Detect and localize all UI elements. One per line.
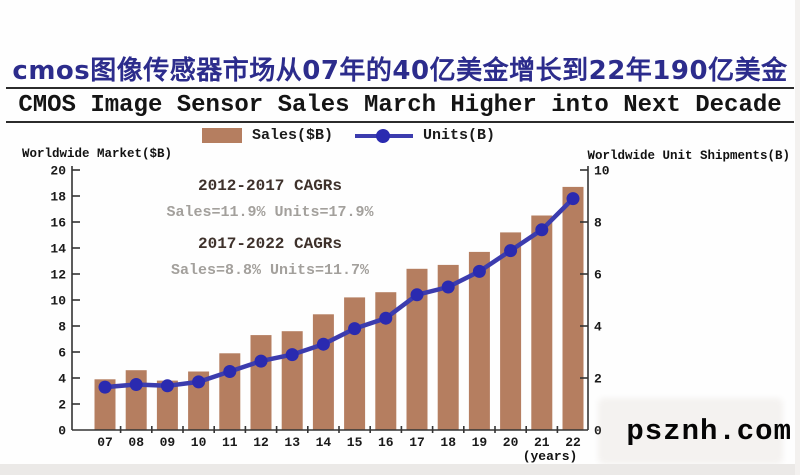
units-point-16 (379, 311, 393, 325)
x-category-label: 22 (565, 435, 581, 450)
units-point-11 (223, 365, 237, 378)
left-tick-label: 18 (50, 190, 66, 205)
x-category-label: 12 (253, 435, 269, 450)
left-tick-label: 14 (50, 242, 66, 257)
units-point-07 (98, 380, 112, 394)
units-legend-label: Units(B) (423, 127, 496, 144)
left-tick-label: 10 (50, 294, 66, 309)
left-tick-label: 20 (50, 164, 66, 179)
right-tick-label: 2 (594, 372, 602, 387)
units-legend-marker (355, 128, 414, 144)
x-category-label: 18 (440, 435, 456, 450)
cagr-2012-2017-values: Sales=11.9% Units=17.9% (166, 204, 374, 221)
sales-bar-16 (375, 292, 397, 430)
units-point-10 (192, 375, 206, 389)
x-category-label: 11 (222, 435, 238, 450)
sales-bar-13 (281, 331, 303, 430)
sales-bar-22 (562, 186, 584, 430)
x-category-label: 13 (284, 435, 300, 450)
left-axis-title: Worldwide Market($B) (22, 147, 173, 161)
cagr-2017-2022-values: Sales=8.8% Units=11.7% (170, 262, 370, 279)
sales-bar-15 (344, 297, 366, 430)
x-category-label: 15 (347, 435, 363, 450)
sales-bar-14 (312, 314, 334, 430)
units-point-22 (566, 192, 580, 206)
units-line (104, 197, 575, 390)
units-point-12 (254, 354, 268, 368)
right-tick-label: 10 (594, 164, 610, 179)
english-title: CMOS Image Sensor Sales March Higher int… (18, 92, 782, 119)
x-axis-unit-label: (years) (522, 449, 578, 464)
x-category-label: 07 (97, 435, 113, 450)
x-category-label: 17 (409, 435, 425, 450)
x-category-label: 09 (160, 435, 176, 450)
sales-bar-20 (500, 232, 522, 430)
left-tick-label: 2 (58, 398, 66, 413)
chinese-title: cmos图像传感器市场从07年的40亿美金增长到22年190亿美金 (12, 56, 788, 86)
right-tick-label: 8 (594, 216, 602, 231)
divider-bottom (6, 121, 794, 123)
chart-legend: Sales($B) Units(B) (202, 127, 517, 144)
units-point-14 (316, 337, 330, 351)
divider-top (6, 87, 794, 89)
units-dot-icon (376, 128, 391, 143)
x-category-label: 20 (503, 435, 519, 450)
units-point-20 (504, 244, 518, 258)
units-point-15 (348, 322, 362, 336)
x-category-label: 14 (316, 435, 332, 450)
right-tick-label: 6 (594, 268, 602, 283)
sales-bar-18 (437, 264, 459, 430)
right-axis-title: Worldwide Unit Shipments(B) (587, 149, 790, 163)
x-category-label: 08 (128, 435, 144, 450)
x-category-label: 19 (472, 435, 488, 450)
sales-bar-11 (219, 353, 241, 430)
sales-legend-swatch (202, 128, 242, 143)
site-watermark: psznh.com (626, 415, 792, 448)
units-point-17 (410, 288, 424, 302)
sales-bar-21 (531, 215, 553, 430)
left-tick-label: 0 (58, 424, 66, 439)
right-tick-label: 4 (594, 320, 602, 335)
right-tick-label: 0 (594, 424, 602, 439)
faint-watermark-smudge (598, 398, 783, 464)
left-tick-label: 8 (58, 320, 66, 335)
units-point-08 (129, 378, 143, 391)
sales-legend-label: Sales($B) (252, 127, 334, 144)
sales-bar-09 (156, 380, 178, 430)
cagr-2017-2022-title: 2017-2022 CAGRs (197, 235, 343, 253)
units-point-21 (535, 223, 549, 237)
bottom-edge-strip (0, 464, 800, 475)
sales-bar-07 (94, 379, 116, 430)
sales-bar-17 (406, 268, 428, 430)
units-point-13 (285, 348, 299, 362)
x-category-label: 10 (191, 435, 207, 450)
sales-bar-10 (188, 371, 210, 430)
left-tick-label: 16 (50, 216, 66, 231)
x-category-label: 16 (378, 435, 394, 450)
units-point-09 (160, 379, 174, 393)
units-point-19 (472, 264, 486, 278)
left-tick-label: 12 (50, 268, 66, 283)
cagr-2012-2017-title: 2012-2017 CAGRs (197, 177, 343, 195)
sales-bar-19 (468, 251, 490, 430)
right-edge-strip (795, 0, 800, 475)
sales-bar-12 (250, 335, 272, 430)
x-category-label: 21 (534, 435, 550, 450)
left-tick-label: 6 (58, 346, 66, 361)
units-point-18 (441, 280, 455, 294)
left-tick-label: 4 (58, 372, 66, 387)
